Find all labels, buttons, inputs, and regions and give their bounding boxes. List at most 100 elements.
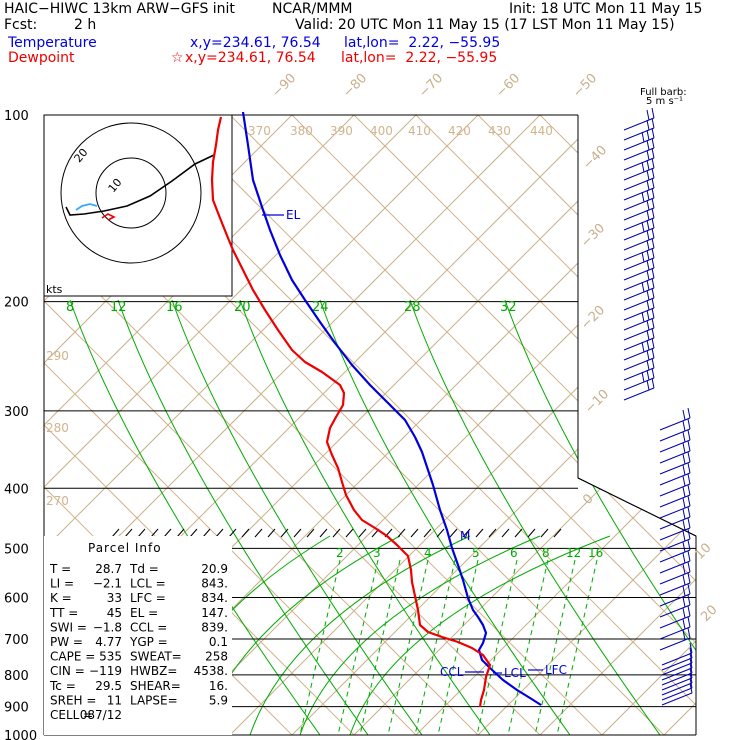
barb-staff — [623, 267, 655, 281]
dry-adiabat-line — [601, 115, 696, 735]
hatch-mark — [332, 528, 341, 538]
barb-staff — [659, 505, 691, 519]
barb-staff — [623, 187, 655, 201]
dry-adiabat-line — [415, 115, 696, 735]
wind-barb — [661, 642, 693, 666]
dry-adiabat-line — [44, 115, 417, 735]
hatch-mark — [176, 528, 185, 538]
barb-feather — [682, 541, 686, 553]
hodograph-storm-motion — [101, 213, 116, 221]
barb-feather — [646, 229, 650, 241]
parcel-info-cell: 28.7 — [95, 562, 122, 576]
parcel-info-cell: 0.1 — [209, 635, 228, 649]
barb-staff — [659, 571, 691, 585]
isotherm-line — [663, 115, 696, 735]
barb-feather — [682, 574, 686, 586]
wind-barb — [659, 407, 691, 431]
wind-barb — [623, 187, 655, 211]
hatch-mark — [527, 528, 536, 538]
hatch-mark — [475, 528, 484, 538]
barb-feather — [682, 530, 686, 542]
barb-feather — [682, 420, 686, 432]
barb-feather — [687, 616, 691, 628]
isotherm-label: 0 — [580, 491, 596, 507]
parcel-info-panel: Parcel Info T = 28.7 Td = 20.9 LI = −2.1 LCL =… — [44, 536, 232, 735]
barb-feather — [646, 329, 650, 341]
dewpoint-xy: x,y=234.61, 76.54 — [185, 50, 316, 66]
barb-key-units: 5 m s⁻¹ — [646, 96, 683, 107]
moist-adiabat-curve — [249, 535, 471, 735]
barb-feather — [689, 662, 693, 674]
parcel-info-cell: 20.9 — [201, 562, 228, 576]
parcel-info-cell: 147. — [201, 606, 228, 620]
mixing-ratio-label: 24 — [312, 300, 329, 315]
parcel-info-cell: 535 — [99, 650, 122, 664]
pressure-label-700: 700 — [4, 633, 29, 648]
barb-feather — [687, 495, 691, 507]
parcel-info-cell: T = — [49, 562, 71, 576]
parcel-info-cell: YGP = — [129, 635, 168, 649]
isotherm-line — [229, 115, 696, 735]
isotherm-label: −10 — [582, 387, 612, 417]
parcel-info-cell: −119 — [89, 664, 122, 678]
barb-feather — [651, 367, 655, 379]
level-label-ccl: CCL — [440, 665, 464, 679]
barb-feather — [651, 137, 655, 149]
barb-staff — [659, 450, 691, 464]
barb-feather — [689, 642, 693, 654]
barb-feather — [687, 473, 691, 485]
mixing-ratio-label-lower: 8 — [542, 546, 550, 560]
barb-feather — [687, 506, 691, 518]
hodograph-units-label: kts — [46, 283, 63, 296]
barb-staff — [623, 177, 655, 191]
hatch-mark — [436, 528, 445, 538]
mixing-ratio-label: 12 — [110, 300, 127, 315]
barb-feather — [646, 359, 650, 371]
dry-adiabat-line — [477, 115, 696, 735]
parcel-info-cell: 5.9 — [209, 693, 228, 707]
wind-barb — [623, 127, 655, 151]
wind-barb — [623, 197, 655, 221]
barb-feather — [687, 583, 691, 595]
mixing-ratio-label-lower: 5 — [472, 546, 480, 560]
dry-adiabat-line — [726, 115, 740, 735]
parcel-info-cell: TT = — [49, 606, 78, 620]
pressure-label-300: 300 — [4, 405, 29, 420]
barb-feather — [689, 652, 693, 664]
mixing-ratio-label-lower: 4 — [424, 546, 432, 560]
barb-staff — [623, 317, 655, 331]
mixing-ratio-label: 20 — [234, 300, 251, 315]
barb-feather — [687, 572, 691, 584]
barb-staff — [623, 357, 655, 371]
parcel-info-cell: 258 — [205, 650, 228, 664]
parcel-info-cell: PW = — [50, 635, 83, 649]
barb-feather — [651, 107, 655, 119]
isotherm-line — [477, 115, 696, 735]
dry-adiabat-line — [167, 115, 696, 735]
wind-barb — [661, 682, 693, 706]
frame-diagonal — [577, 477, 697, 537]
isotherm-label: −90 — [269, 71, 299, 101]
barb-feather — [651, 347, 655, 359]
parcel-info-cell: 087/12 — [80, 708, 122, 722]
barb-feather — [646, 119, 650, 131]
barb-feather — [651, 357, 655, 369]
barb-feather — [651, 157, 655, 169]
hatch-mark — [254, 528, 263, 538]
mixing-ratio-label-lower: 6 — [510, 546, 518, 560]
barb-key: Full barb: 5 m s⁻¹ — [640, 87, 687, 107]
barb-staff — [659, 516, 691, 530]
wind-barb — [659, 429, 691, 453]
barb-feather — [682, 508, 686, 520]
wind-barb — [659, 473, 691, 497]
barb-feather — [651, 337, 655, 349]
barb-feather — [651, 247, 655, 259]
barb-feather — [646, 279, 650, 291]
mixing-ratio-dashed — [476, 559, 518, 735]
barb-staff — [659, 637, 691, 651]
barb-staff — [659, 461, 691, 475]
isotherm-line — [415, 115, 696, 735]
parcel-info-cell: 29.5 — [95, 679, 122, 693]
mixing-ratio-curve — [171, 299, 423, 735]
